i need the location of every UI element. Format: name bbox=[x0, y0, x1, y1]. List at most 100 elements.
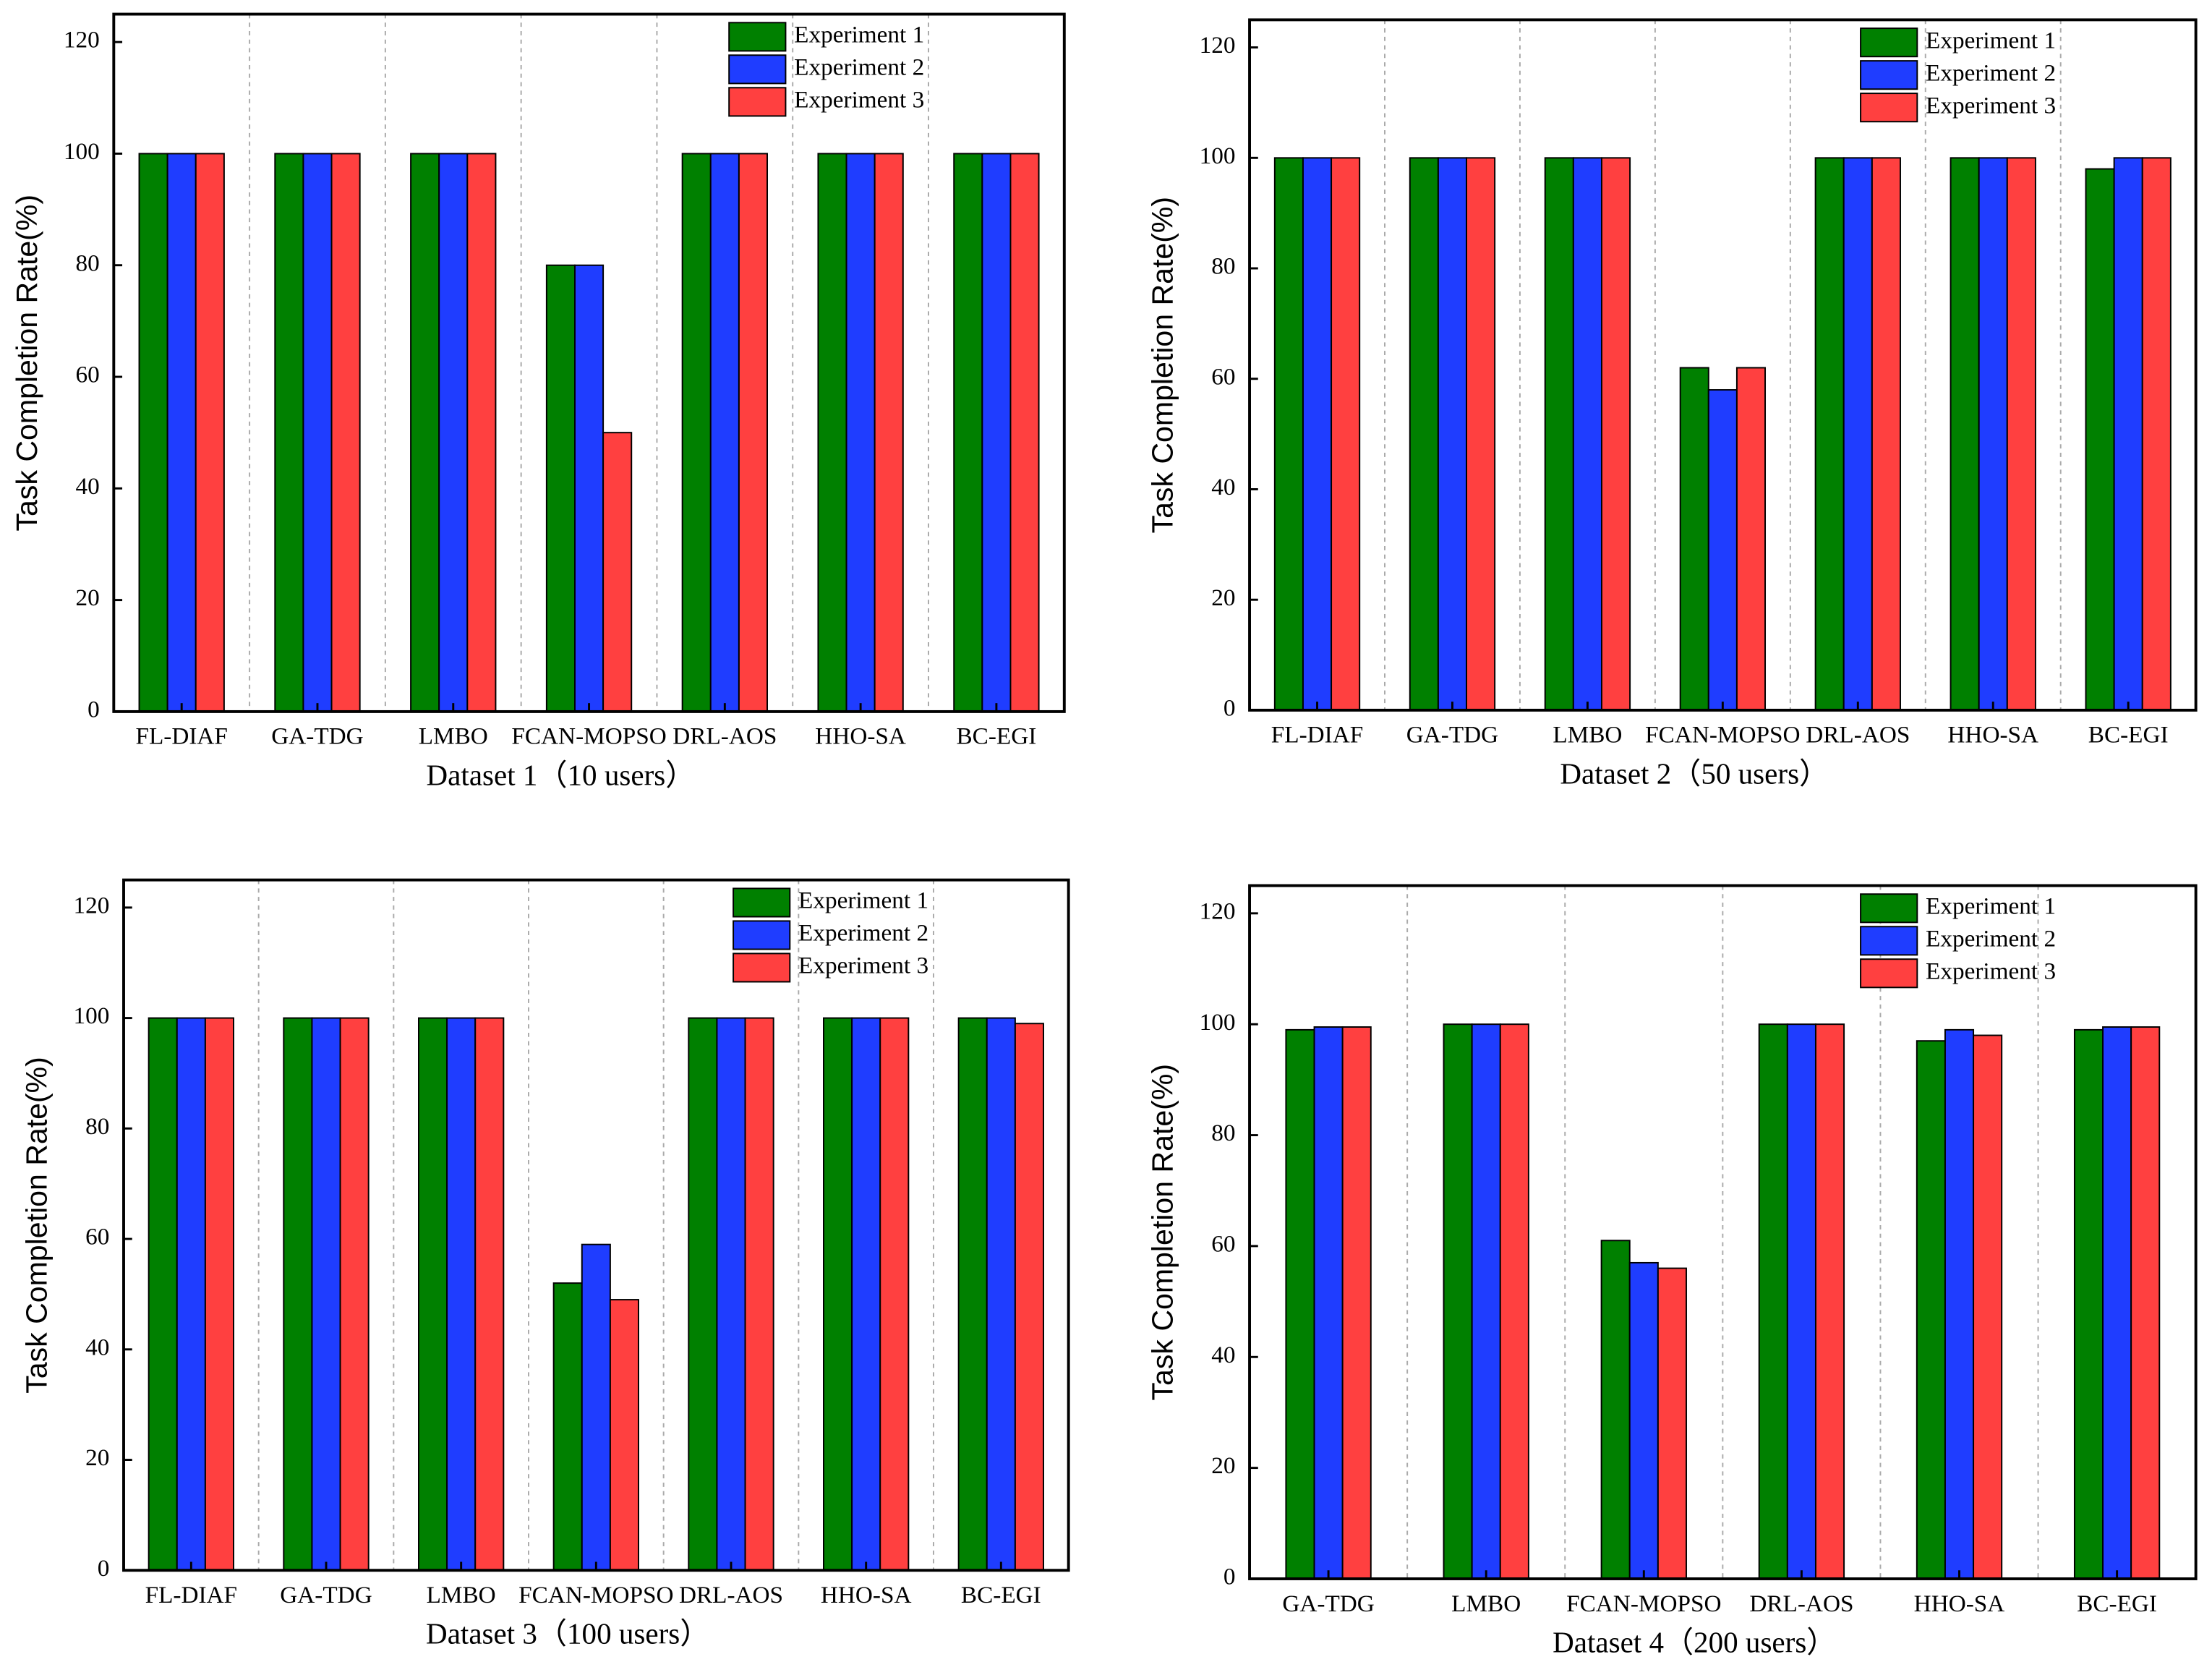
bar bbox=[446, 1017, 477, 1572]
bar bbox=[148, 1017, 178, 1572]
plot-frame bbox=[1248, 18, 2198, 712]
y-tick-label: 40 bbox=[75, 473, 99, 500]
legend-label: Experiment 1 bbox=[794, 21, 924, 48]
y-axis-label: Task Completion Rate(%) bbox=[1146, 1064, 1179, 1401]
y-tick-label: 60 bbox=[1211, 363, 1235, 390]
y-tick-label: 80 bbox=[85, 1113, 109, 1140]
bar bbox=[1758, 1023, 1788, 1580]
legend-swatch bbox=[1860, 893, 1918, 924]
legend-swatch bbox=[733, 920, 791, 950]
bar bbox=[953, 153, 983, 712]
bar bbox=[2113, 157, 2143, 711]
bar bbox=[1814, 157, 1845, 711]
bar bbox=[1657, 1267, 1687, 1580]
y-tick-label: 100 bbox=[64, 138, 100, 165]
y-tick-label: 20 bbox=[75, 584, 99, 611]
legend-label: Experiment 2 bbox=[798, 920, 928, 947]
legend-label: Experiment 2 bbox=[1926, 59, 2056, 86]
bar bbox=[418, 1017, 448, 1572]
bar bbox=[2102, 1026, 2132, 1580]
bar bbox=[274, 153, 304, 712]
bar bbox=[817, 153, 847, 712]
x-tick-label: BC-EGI bbox=[961, 1582, 1041, 1608]
bar bbox=[681, 153, 712, 712]
y-tick-label: 0 bbox=[1224, 1564, 1236, 1590]
x-tick-label: FCAN-MOPSO bbox=[1645, 722, 1800, 749]
legend-swatch bbox=[728, 87, 787, 117]
y-tick-label: 40 bbox=[1211, 1342, 1235, 1368]
bar bbox=[1443, 1023, 1473, 1580]
bar bbox=[1302, 157, 1333, 711]
bar bbox=[552, 1282, 583, 1572]
x-tick-label: LMBO bbox=[1451, 1590, 1521, 1617]
x-tick-label: HHO-SA bbox=[815, 723, 906, 750]
bar bbox=[166, 153, 197, 712]
bar bbox=[709, 153, 740, 712]
bar bbox=[330, 153, 361, 712]
legend-swatch bbox=[728, 22, 787, 52]
x-tick-label: DRL-AOS bbox=[1806, 722, 1910, 749]
bar bbox=[1600, 1240, 1631, 1580]
bar bbox=[1600, 157, 1631, 711]
bar bbox=[986, 1017, 1016, 1572]
legend-label: Experiment 1 bbox=[798, 887, 928, 914]
bar bbox=[1544, 157, 1574, 711]
bar bbox=[2085, 168, 2115, 711]
y-tick-label: 20 bbox=[1211, 1452, 1235, 1479]
bar bbox=[744, 1017, 774, 1572]
bar bbox=[823, 1017, 853, 1572]
legend-label: Experiment 1 bbox=[1926, 27, 2056, 54]
bar bbox=[1786, 1023, 1816, 1580]
y-tick-label: 120 bbox=[1200, 32, 1236, 59]
y-tick-label: 120 bbox=[1200, 898, 1236, 924]
x-tick-label: DRL-AOS bbox=[1749, 1590, 1853, 1617]
bar bbox=[1814, 1023, 1845, 1580]
y-tick-label: 80 bbox=[1211, 1120, 1235, 1146]
y-axis-label: Task Completion Rate(%) bbox=[10, 195, 43, 532]
y-tick-label: 40 bbox=[1211, 474, 1235, 500]
legend-swatch bbox=[1860, 27, 1918, 58]
bar bbox=[1471, 1023, 1501, 1580]
x-tick-label: FCAN-MOPSO bbox=[511, 723, 666, 750]
legend-swatch bbox=[1860, 926, 1918, 956]
bar bbox=[602, 432, 633, 712]
bar bbox=[1014, 1023, 1044, 1572]
legend-swatch bbox=[733, 887, 791, 918]
bar bbox=[1331, 157, 1361, 711]
y-tick-label: 100 bbox=[74, 1002, 110, 1029]
x-tick-label: FCAN-MOPSO bbox=[518, 1582, 673, 1608]
bar bbox=[1978, 157, 2008, 711]
x-tick-label: BC-EGI bbox=[2077, 1590, 2157, 1617]
legend-label: Experiment 3 bbox=[1926, 92, 2056, 119]
bar bbox=[879, 1017, 910, 1572]
x-axis-label: Dataset 2（50 users） bbox=[1560, 756, 1829, 790]
bar bbox=[311, 1017, 341, 1572]
bar bbox=[1285, 1028, 1315, 1580]
x-tick-label: HHO-SA bbox=[821, 1582, 912, 1608]
x-axis-label: Dataset 1（10 users） bbox=[427, 758, 696, 791]
plot-frame bbox=[122, 878, 1070, 1572]
bar bbox=[410, 153, 440, 712]
bar bbox=[2130, 1026, 2161, 1580]
y-tick-label: 20 bbox=[1211, 584, 1235, 611]
x-tick-label: GA-TDG bbox=[280, 1582, 372, 1608]
y-tick-label: 40 bbox=[85, 1334, 109, 1360]
x-tick-label: DRL-AOS bbox=[679, 1582, 783, 1608]
legend-label: Experiment 3 bbox=[798, 952, 928, 979]
y-tick-label: 80 bbox=[1211, 253, 1235, 280]
bar bbox=[474, 1017, 505, 1572]
y-tick-label: 80 bbox=[75, 250, 99, 276]
y-tick-label: 120 bbox=[74, 892, 110, 919]
bar bbox=[1341, 1026, 1372, 1580]
y-tick-label: 100 bbox=[1200, 1009, 1236, 1036]
bar bbox=[438, 153, 469, 712]
legend-label: Experiment 2 bbox=[794, 54, 924, 80]
bar bbox=[1842, 157, 1873, 711]
y-tick-label: 0 bbox=[87, 696, 100, 723]
legend-label: Experiment 1 bbox=[1926, 892, 2056, 919]
bar bbox=[1679, 367, 1709, 711]
legend-swatch bbox=[1860, 958, 1918, 989]
bar bbox=[1313, 1026, 1344, 1580]
bar bbox=[1499, 1023, 1529, 1580]
bar bbox=[2141, 157, 2172, 711]
